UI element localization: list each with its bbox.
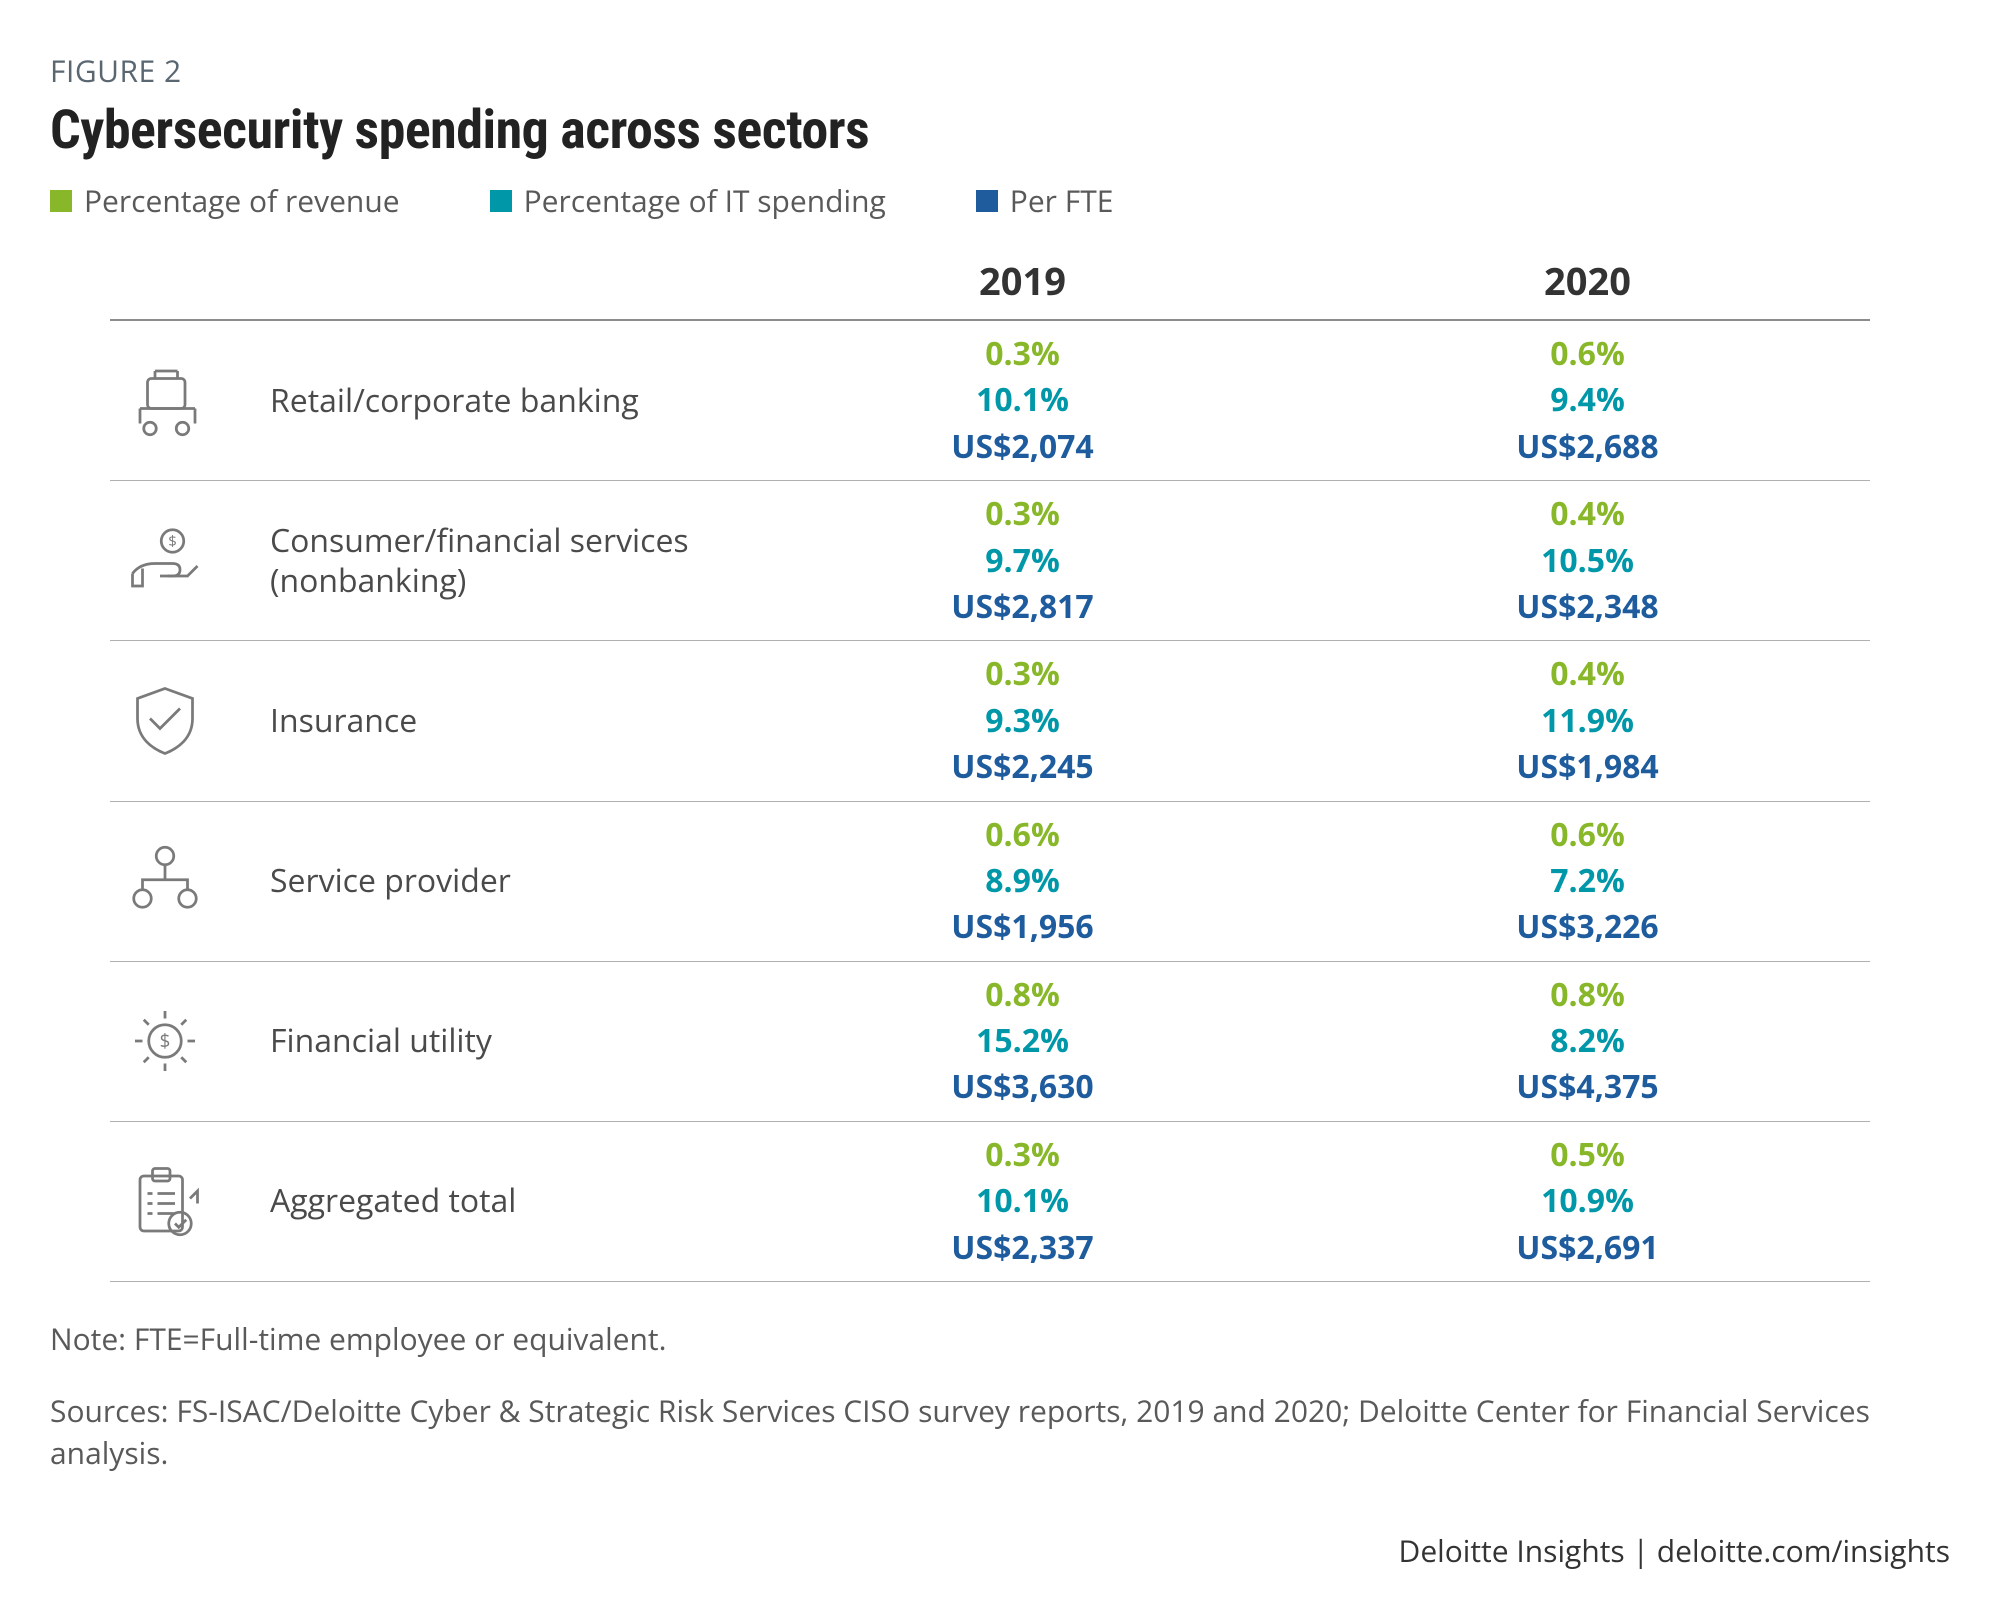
value-revenue: 0.4% bbox=[1305, 491, 1870, 537]
value-revenue: 0.6% bbox=[1305, 812, 1870, 858]
hand-coin-icon bbox=[110, 521, 270, 601]
values-2020: 0.6%7.2%US$3,226 bbox=[1305, 812, 1870, 951]
data-table: 2019 2020 Retail/corporate banking0.3%10… bbox=[110, 249, 1870, 1282]
value-perfte: US$2,074 bbox=[740, 424, 1305, 470]
table-row: Financial utility0.8%15.2%US$3,6300.8%8.… bbox=[110, 962, 1870, 1122]
value-revenue: 0.4% bbox=[1305, 651, 1870, 697]
values-2020: 0.5%10.9%US$2,691 bbox=[1305, 1132, 1870, 1271]
footnote: Note: FTE=Full-time employee or equivale… bbox=[50, 1318, 1950, 1360]
org-nodes-icon bbox=[110, 841, 270, 921]
cart-icon bbox=[110, 361, 270, 441]
value-perfte: US$4,375 bbox=[1305, 1064, 1870, 1110]
table-row: Aggregated total0.3%10.1%US$2,3370.5%10.… bbox=[110, 1122, 1870, 1282]
clipboard-check-icon bbox=[110, 1161, 270, 1241]
values-2019: 0.3%9.3%US$2,245 bbox=[740, 651, 1305, 790]
row-label: Insurance bbox=[270, 701, 740, 741]
legend-item-itspend: Percentage of IT spending bbox=[490, 180, 886, 221]
value-revenue: 0.6% bbox=[740, 812, 1305, 858]
value-itspend: 9.4% bbox=[1305, 377, 1870, 423]
legend: Percentage of revenue Percentage of IT s… bbox=[50, 180, 1950, 221]
value-perfte: US$2,691 bbox=[1305, 1225, 1870, 1271]
value-itspend: 8.2% bbox=[1305, 1018, 1870, 1064]
value-itspend: 10.1% bbox=[740, 377, 1305, 423]
sources: Sources: FS-ISAC/Deloitte Cyber & Strate… bbox=[50, 1390, 1950, 1474]
value-itspend: 10.9% bbox=[1305, 1178, 1870, 1224]
values-2020: 0.6%9.4%US$2,688 bbox=[1305, 331, 1870, 470]
value-itspend: 9.3% bbox=[740, 698, 1305, 744]
values-2019: 0.3%9.7%US$2,817 bbox=[740, 491, 1305, 630]
table-row: Service provider0.6%8.9%US$1,9560.6%7.2%… bbox=[110, 802, 1870, 962]
legend-swatch-itspend bbox=[490, 190, 512, 212]
table-row: Insurance0.3%9.3%US$2,2450.4%11.9%US$1,9… bbox=[110, 641, 1870, 801]
legend-item-perfte: Per FTE bbox=[976, 180, 1114, 221]
legend-swatch-revenue bbox=[50, 190, 72, 212]
value-revenue: 0.3% bbox=[740, 491, 1305, 537]
legend-swatch-perfte bbox=[976, 190, 998, 212]
values-2019: 0.3%10.1%US$2,074 bbox=[740, 331, 1305, 470]
value-perfte: US$1,984 bbox=[1305, 744, 1870, 790]
value-itspend: 11.9% bbox=[1305, 698, 1870, 744]
value-perfte: US$2,337 bbox=[740, 1225, 1305, 1271]
value-itspend: 10.5% bbox=[1305, 538, 1870, 584]
table-row: Retail/corporate banking0.3%10.1%US$2,07… bbox=[110, 321, 1870, 481]
value-itspend: 7.2% bbox=[1305, 858, 1870, 904]
row-label: Financial utility bbox=[270, 1021, 740, 1061]
year-header-2019: 2019 bbox=[740, 255, 1305, 307]
value-revenue: 0.6% bbox=[1305, 331, 1870, 377]
value-perfte: US$2,348 bbox=[1305, 584, 1870, 630]
row-label: Aggregated total bbox=[270, 1181, 740, 1221]
table-header-row: 2019 2020 bbox=[110, 249, 1870, 321]
credit-line: Deloitte Insights | deloitte.com/insight… bbox=[1399, 1530, 1950, 1571]
value-itspend: 8.9% bbox=[740, 858, 1305, 904]
chart-title: Cybersecurity spending across sectors bbox=[50, 99, 1950, 162]
value-itspend: 9.7% bbox=[740, 538, 1305, 584]
values-2020: 0.4%11.9%US$1,984 bbox=[1305, 651, 1870, 790]
value-perfte: US$2,817 bbox=[740, 584, 1305, 630]
table-row: Consumer/financial services (nonbanking)… bbox=[110, 481, 1870, 641]
value-itspend: 15.2% bbox=[740, 1018, 1305, 1064]
row-label: Consumer/financial services (nonbanking) bbox=[270, 521, 740, 601]
legend-item-revenue: Percentage of revenue bbox=[50, 180, 400, 221]
legend-label-perfte: Per FTE bbox=[1010, 180, 1114, 221]
year-header-2020: 2020 bbox=[1305, 255, 1870, 307]
value-revenue: 0.8% bbox=[740, 972, 1305, 1018]
legend-label-itspend: Percentage of IT spending bbox=[524, 180, 886, 221]
values-2019: 0.8%15.2%US$3,630 bbox=[740, 972, 1305, 1111]
value-revenue: 0.3% bbox=[740, 331, 1305, 377]
value-perfte: US$3,226 bbox=[1305, 904, 1870, 950]
row-label: Service provider bbox=[270, 861, 740, 901]
value-revenue: 0.3% bbox=[740, 651, 1305, 697]
values-2019: 0.3%10.1%US$2,337 bbox=[740, 1132, 1305, 1271]
values-2020: 0.8%8.2%US$4,375 bbox=[1305, 972, 1870, 1111]
value-perfte: US$3,630 bbox=[740, 1064, 1305, 1110]
value-itspend: 10.1% bbox=[740, 1178, 1305, 1224]
figure-label: FIGURE 2 bbox=[50, 50, 1950, 91]
value-perfte: US$1,956 bbox=[740, 904, 1305, 950]
row-label: Retail/corporate banking bbox=[270, 381, 740, 421]
value-revenue: 0.8% bbox=[1305, 972, 1870, 1018]
legend-label-revenue: Percentage of revenue bbox=[84, 180, 400, 221]
values-2019: 0.6%8.9%US$1,956 bbox=[740, 812, 1305, 951]
values-2020: 0.4%10.5%US$2,348 bbox=[1305, 491, 1870, 630]
value-perfte: US$2,688 bbox=[1305, 424, 1870, 470]
value-revenue: 0.5% bbox=[1305, 1132, 1870, 1178]
gear-dollar-icon bbox=[110, 1001, 270, 1081]
value-revenue: 0.3% bbox=[740, 1132, 1305, 1178]
value-perfte: US$2,245 bbox=[740, 744, 1305, 790]
shield-check-icon bbox=[110, 681, 270, 761]
